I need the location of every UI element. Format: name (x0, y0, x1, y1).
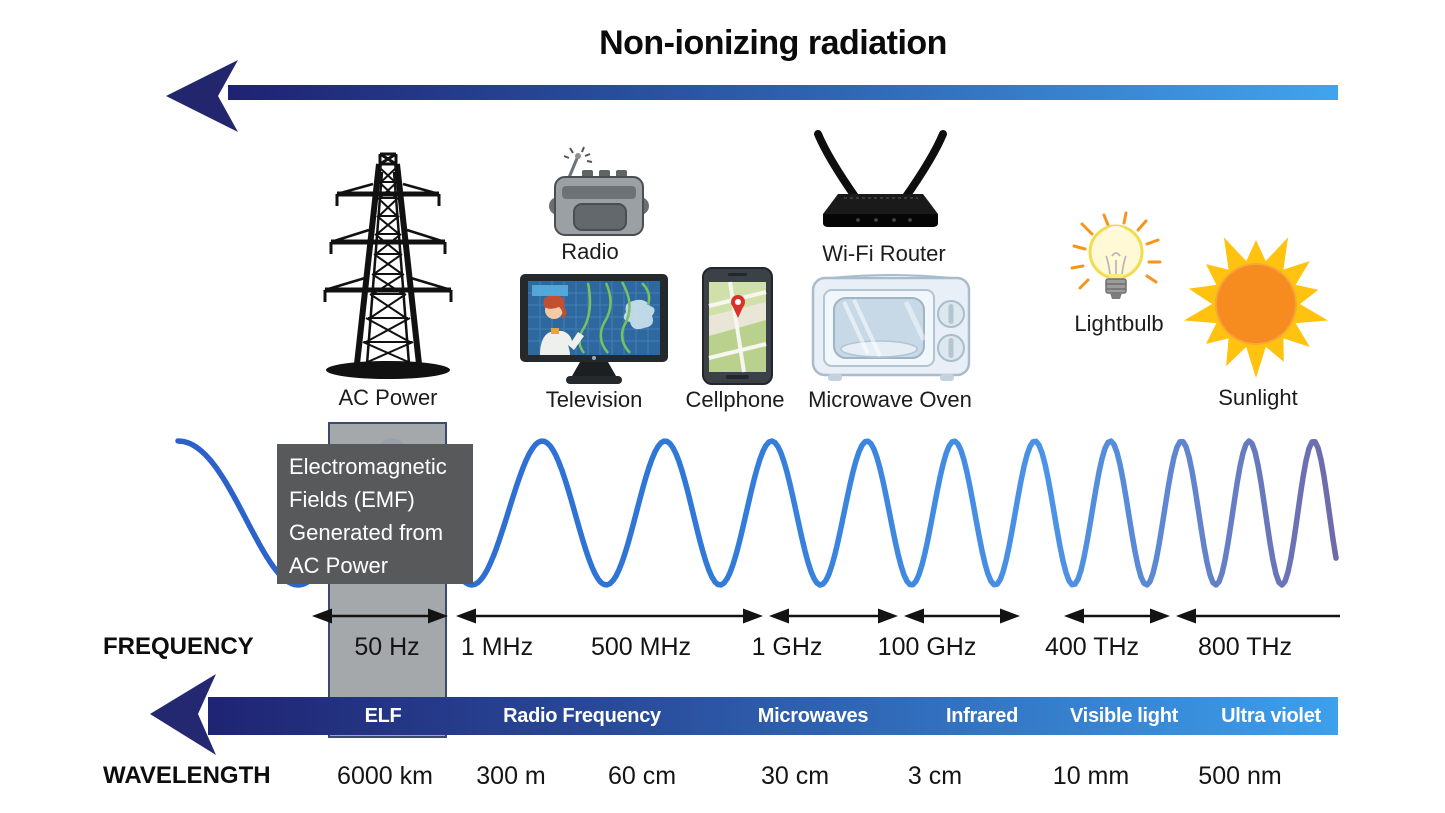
wavelength-value-0: 6000 km (337, 762, 433, 790)
device-label-wifi-router: Wi-Fi Router (822, 241, 946, 266)
band-ultra-violet: Ultra violet (1221, 705, 1321, 727)
device-label-sunlight: Sunlight (1218, 385, 1298, 410)
radio-icon (528, 146, 649, 238)
device-label-microwave-oven: Microwave Oven (808, 387, 972, 412)
spectrum-bar: ELF Radio Frequency Microwaves Infrared … (208, 697, 1338, 735)
frequency-value-4: 100 GHz (877, 633, 977, 661)
wavelength-row-label: WAVELENGTH (103, 762, 271, 789)
non-ionizing-arrow-shaft (228, 85, 1338, 100)
device-label-television: Television (545, 387, 643, 412)
frequency-value-5: 400 THz (1044, 633, 1140, 661)
non-ionizing-arrow-head-icon (166, 60, 238, 132)
lightbulb-icon (1068, 211, 1166, 308)
frequency-value-2: 500 MHz (590, 633, 692, 661)
spectrum-arrow-head-icon (150, 674, 216, 755)
wavelength-value-2: 60 cm (607, 762, 677, 790)
microwave-oven-icon (810, 272, 972, 385)
device-label-radio: Radio (561, 239, 619, 264)
frequency-value-1: 1 MHz (460, 633, 534, 661)
wifi-router-icon (798, 128, 963, 240)
wavelength-value-1: 300 m (476, 762, 546, 790)
device-label-cellphone: Cellphone (685, 387, 785, 412)
wavelength-value-6: 500 nm (1198, 762, 1282, 790)
page-title: Non-ionizing radiation (599, 24, 947, 62)
frequency-value-0: 50 Hz (354, 633, 420, 661)
device-label-ac-power: AC Power (338, 385, 438, 410)
band-elf: ELF (364, 705, 402, 727)
transmission-tower-icon (323, 142, 453, 382)
sun-icon (1180, 228, 1332, 380)
television-icon (518, 272, 670, 390)
band-visible-light: Visible light (1070, 705, 1178, 727)
frequency-value-6: 800 THz (1197, 633, 1293, 661)
wavelength-value-5: 10 mm (1052, 762, 1130, 790)
device-label-lightbulb: Lightbulb (1074, 311, 1164, 336)
band-infrared: Infrared (945, 705, 1019, 727)
cellphone-icon (700, 266, 775, 386)
frequency-row-label: FREQUENCY (103, 633, 254, 660)
band-radio-frequency: Radio Frequency (503, 705, 661, 727)
wavelength-value-3: 30 cm (760, 762, 830, 790)
emf-note-box: Electromagnetic Fields (EMF) Generated f… (277, 444, 473, 584)
frequency-value-3: 1 GHz (751, 633, 823, 661)
wavelength-value-4: 3 cm (907, 762, 963, 790)
band-microwaves: Microwaves (757, 705, 869, 727)
